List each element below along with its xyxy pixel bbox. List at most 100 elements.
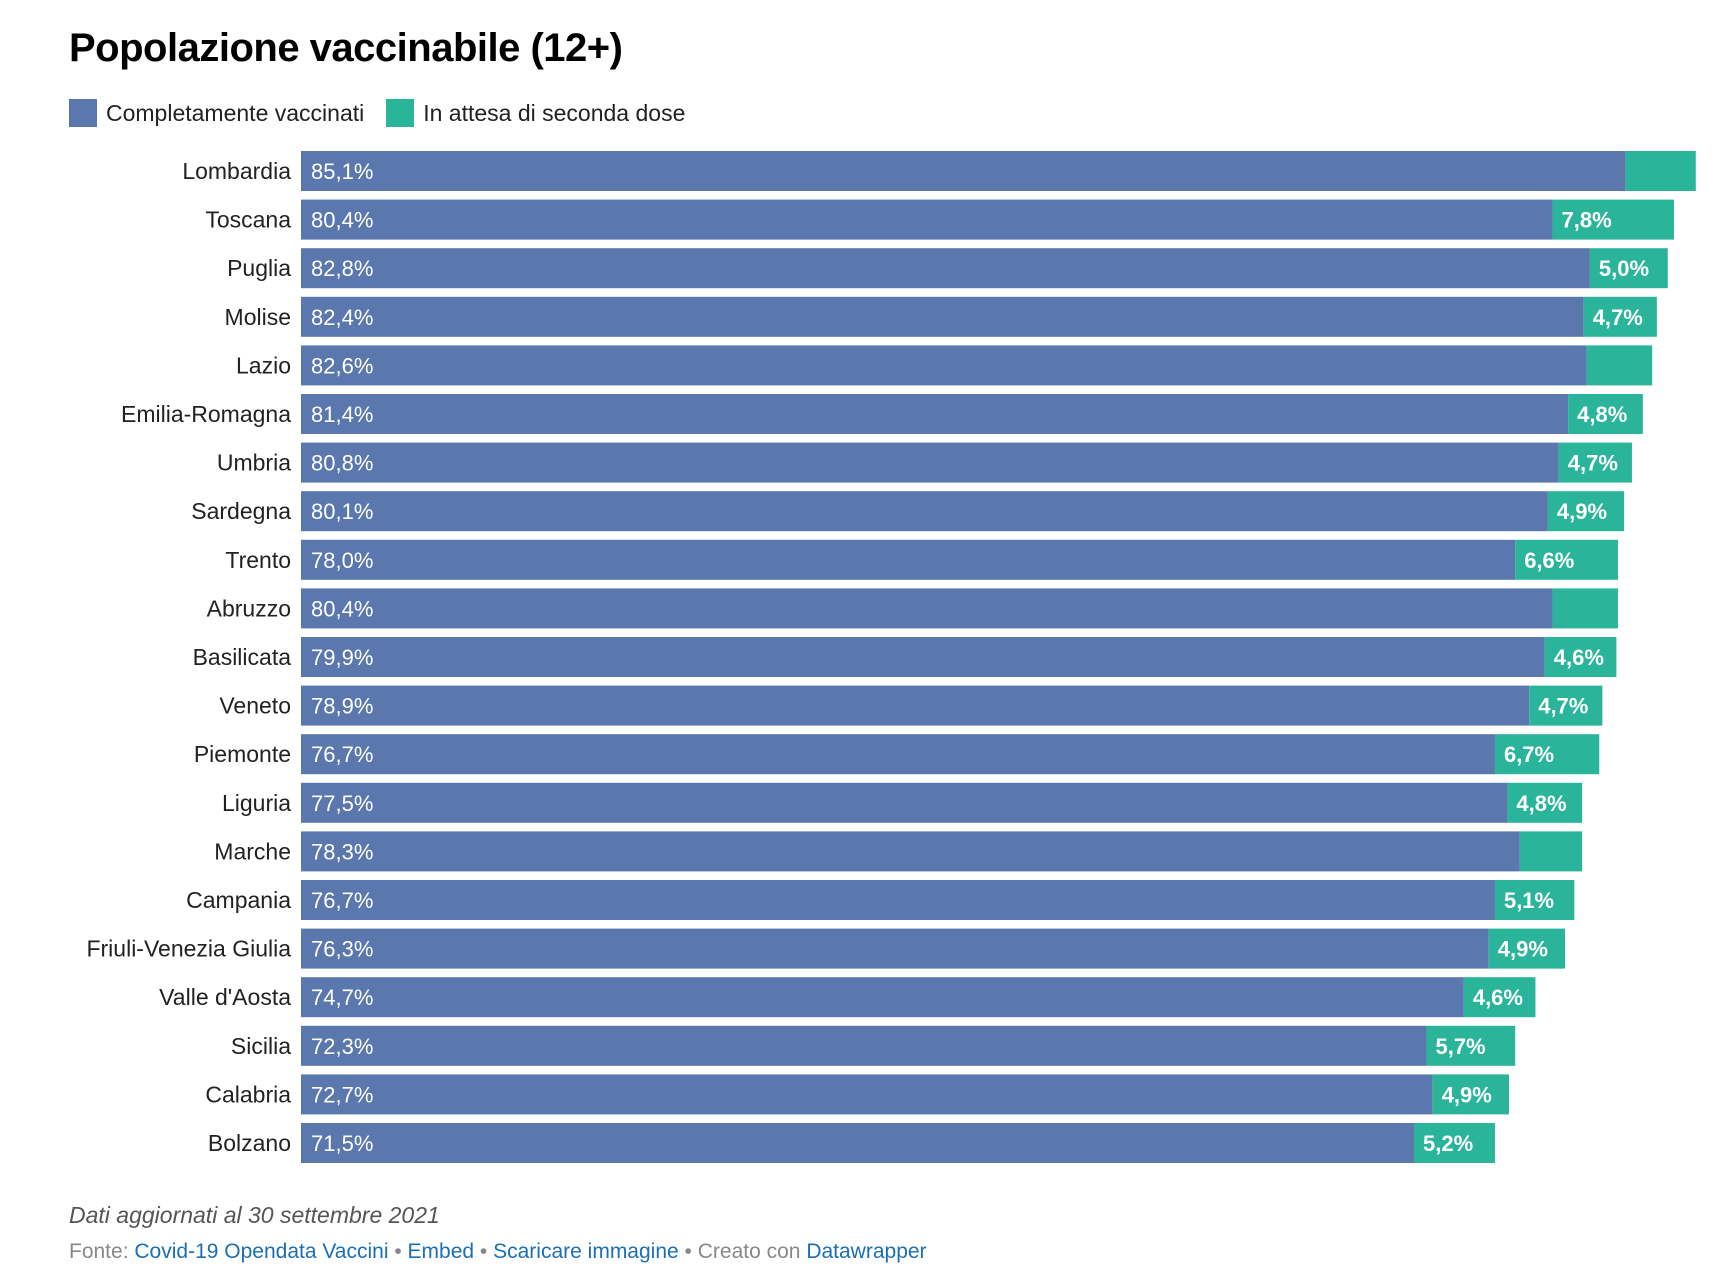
embed-link[interactable]: Embed	[407, 1240, 475, 1263]
data-label-vaccinated: 76,3%	[311, 937, 373, 962]
data-label-second-dose: 5,1%	[1504, 888, 1554, 913]
bar-in-attesa-seconda-dose	[1589, 248, 1668, 289]
data-label-vaccinated: 80,1%	[311, 499, 373, 524]
legend-swatch-vaccinated	[69, 99, 97, 127]
bar-in-attesa-seconda-dose	[1426, 1025, 1516, 1066]
data-label-second-dose: 4,7%	[1538, 694, 1588, 719]
data-label-second-dose: 4,7%	[1568, 451, 1618, 476]
data-label-vaccinated: 82,6%	[311, 353, 373, 378]
bar-in-attesa-seconda-dose	[1625, 151, 1696, 191]
data-label-vaccinated: 76,7%	[311, 888, 373, 913]
legend-label-vaccinated: Completamente vaccinati	[106, 99, 365, 126]
bar-in-attesa-seconda-dose	[1494, 880, 1575, 920]
bar-completamente-vaccinati	[301, 637, 1545, 677]
bar-completamente-vaccinati	[301, 248, 1590, 289]
bar-completamente-vaccinati	[301, 199, 1553, 240]
bar-in-attesa-seconda-dose	[1547, 491, 1625, 532]
category-label: Marche	[214, 838, 291, 864]
source-link[interactable]: Covid-19 Opendata Vaccini	[134, 1240, 389, 1263]
category-label: Calabria	[205, 1081, 291, 1107]
category-label: Lombardia	[182, 158, 291, 184]
separator: •	[394, 1240, 402, 1263]
data-label-second-dose: 4,8%	[1577, 402, 1627, 427]
data-label-second-dose: 5,2%	[1423, 1131, 1473, 1156]
bar-in-attesa-seconda-dose	[1558, 442, 1632, 483]
bar-completamente-vaccinati	[301, 1074, 1433, 1115]
legend-label-second-dose: In attesa di seconda dose	[423, 99, 686, 126]
data-label-second-dose: 4,8%	[1516, 791, 1566, 816]
bar-completamente-vaccinati	[301, 296, 1584, 337]
created-with-text: Creato con	[697, 1240, 801, 1263]
footer-source: Fonte: Covid-19 Opendata Vaccini • Embed…	[69, 1240, 927, 1264]
data-label-vaccinated: 76,7%	[311, 742, 373, 767]
bar-completamente-vaccinati	[301, 588, 1553, 629]
legend-swatch-second-dose	[386, 99, 415, 127]
data-label-vaccinated: 82,4%	[311, 305, 373, 330]
legend-item-vaccinated: Completamente vaccinati	[69, 99, 364, 127]
data-label-second-dose: 5,0%	[1599, 256, 1649, 281]
footer-note: Dati aggiornati al 30 settembre 2021	[69, 1202, 440, 1228]
data-label-vaccinated: 72,7%	[311, 1082, 373, 1107]
bar-completamente-vaccinati	[301, 491, 1548, 532]
data-label-second-dose: 4,7%	[1593, 305, 1643, 330]
category-label: Abruzzo	[207, 595, 291, 621]
bar-in-attesa-seconda-dose	[1568, 394, 1643, 434]
bar-in-attesa-seconda-dose	[1432, 1074, 1509, 1115]
data-label-second-dose: 4,9%	[1557, 499, 1607, 524]
bar-completamente-vaccinati	[301, 831, 1520, 872]
data-label-second-dose: 6,7%	[1504, 742, 1554, 767]
data-label-second-dose: 7,8%	[1562, 208, 1612, 233]
data-label-second-dose: 4,6%	[1473, 985, 1523, 1010]
category-label: Lazio	[236, 352, 291, 378]
bar-completamente-vaccinati	[301, 782, 1508, 823]
bar-completamente-vaccinati	[301, 734, 1495, 775]
data-label-vaccinated: 85,1%	[311, 159, 373, 184]
category-label: Campania	[186, 887, 291, 913]
data-label-second-dose: 4,6%	[1554, 645, 1604, 670]
data-label-vaccinated: 82,8%	[311, 256, 373, 281]
bar-in-attesa-seconda-dose	[1583, 296, 1657, 337]
data-label-vaccinated: 81,4%	[311, 402, 373, 427]
bar-completamente-vaccinati	[301, 685, 1530, 726]
data-label-vaccinated: 72,3%	[311, 1034, 373, 1059]
category-label: Sicilia	[231, 1033, 291, 1059]
bar-completamente-vaccinati	[301, 345, 1587, 386]
data-label-second-dose: 5,7%	[1435, 1034, 1485, 1059]
category-label: Sardegna	[191, 498, 291, 524]
bar-in-attesa-seconda-dose	[1519, 831, 1583, 872]
category-label: Trento	[225, 547, 291, 573]
category-label: Valle d'Aosta	[159, 984, 291, 1010]
datawrapper-link[interactable]: Datawrapper	[806, 1240, 927, 1263]
chart-title: Popolazione vaccinabile (12+)	[69, 26, 623, 70]
category-label: Umbria	[217, 450, 291, 476]
category-label: Puglia	[227, 255, 291, 281]
bar-chart: Lombardia 85,1% Toscana 80,4% 7,8% Puglia 82,8…	[86, 151, 1696, 1163]
bar-completamente-vaccinati	[301, 394, 1569, 434]
data-label-vaccinated: 71,5%	[311, 1131, 373, 1156]
bar-completamente-vaccinati	[301, 928, 1489, 969]
category-label: Bolzano	[208, 1130, 291, 1156]
bar-in-attesa-seconda-dose	[1552, 199, 1674, 240]
bar-in-attesa-seconda-dose	[1463, 977, 1536, 1018]
data-label-second-dose: 4,9%	[1442, 1082, 1492, 1107]
data-label-vaccinated: 74,7%	[311, 985, 373, 1010]
bar-in-attesa-seconda-dose	[1544, 637, 1617, 677]
category-label: Veneto	[219, 693, 291, 719]
data-label-vaccinated: 78,3%	[311, 839, 373, 864]
data-label-vaccinated: 80,8%	[311, 451, 373, 476]
data-label-vaccinated: 80,4%	[311, 596, 373, 621]
category-label: Toscana	[205, 207, 291, 233]
bar-completamente-vaccinati	[301, 977, 1464, 1018]
bar-completamente-vaccinati	[301, 880, 1495, 920]
data-label-vaccinated: 80,4%	[311, 208, 373, 233]
bar-in-attesa-seconda-dose	[1552, 588, 1618, 629]
bar-in-attesa-seconda-dose	[1586, 345, 1653, 386]
category-label: Basilicata	[193, 644, 292, 670]
legend: Completamente vaccinati In attesa di sec…	[69, 98, 707, 128]
download-image-link[interactable]: Scaricare immagine	[493, 1240, 679, 1263]
category-label: Molise	[225, 304, 291, 330]
category-label: Piemonte	[194, 741, 291, 767]
data-label-second-dose: 6,6%	[1524, 548, 1574, 573]
data-label-vaccinated: 78,0%	[311, 548, 373, 573]
category-label: Liguria	[222, 790, 291, 816]
